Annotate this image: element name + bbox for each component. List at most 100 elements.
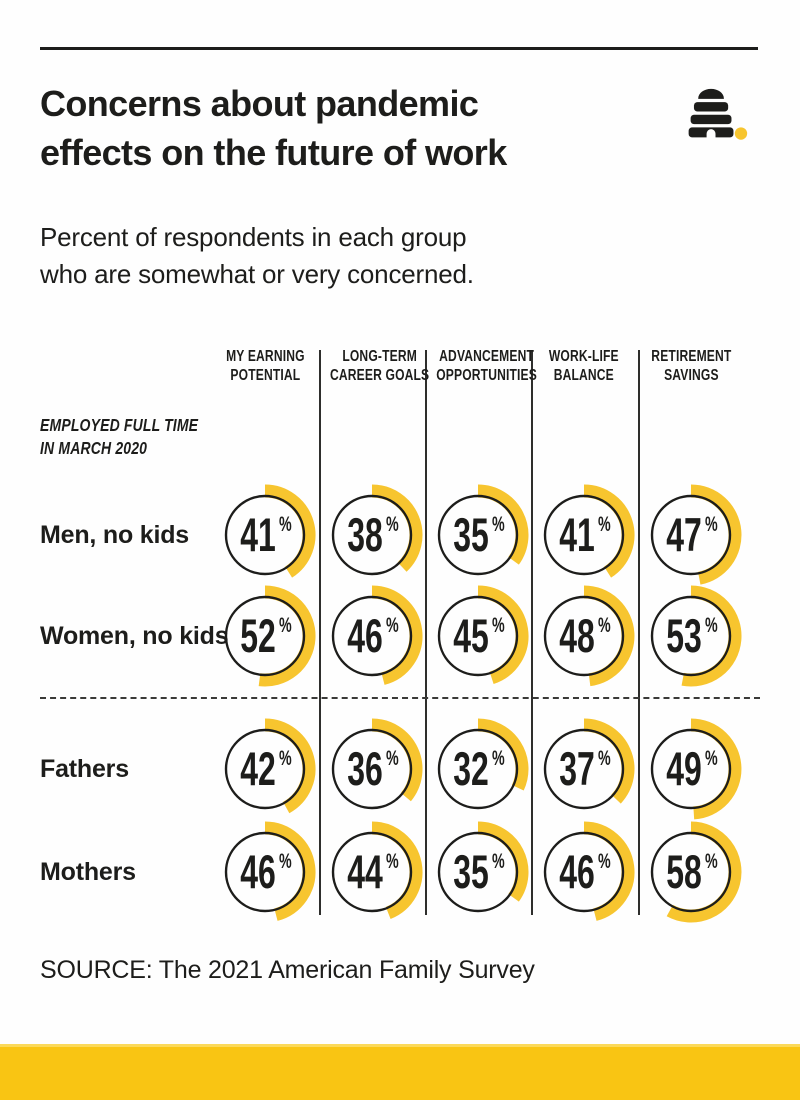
chart-subtitle-line2: who are somewhat or very concerned.	[40, 258, 474, 289]
donut-value: 36	[347, 743, 383, 796]
donut-value: 46	[240, 846, 276, 899]
donut-value: 44	[347, 846, 383, 899]
row-label: Women, no kids	[40, 622, 229, 650]
donut-arc	[477, 585, 529, 685]
donut-ring	[331, 494, 413, 576]
donut-value: 47	[666, 509, 702, 562]
donut-ring	[543, 831, 625, 913]
donut-value: 37	[559, 743, 595, 796]
donut-percent-sign: %	[386, 613, 399, 636]
donut-percent-sign: %	[598, 613, 611, 636]
donut-cell: 46%	[543, 821, 635, 921]
donut-ring	[543, 595, 625, 677]
donut-percent-sign: %	[279, 613, 292, 636]
donut-percent-sign: %	[598, 849, 611, 872]
donut-arc	[264, 484, 316, 578]
donut-arc	[371, 585, 423, 685]
donut-cell: 37%	[543, 718, 635, 810]
donut-arc	[371, 484, 423, 572]
page-title-line2: effects on the future of work	[40, 131, 507, 173]
donut-arc	[666, 821, 742, 923]
column-header-line: RETIREMENT	[650, 348, 732, 365]
donut-cell: 45%	[437, 585, 529, 685]
column-header-line: CAREER GOALS	[330, 366, 430, 384]
donut-value: 53	[666, 610, 702, 663]
donut-percent-sign: %	[386, 746, 399, 769]
donut-arc	[264, 718, 316, 814]
donut-value: 41	[559, 509, 595, 562]
donut-ring	[437, 494, 519, 576]
donut-cell: 48%	[543, 585, 635, 687]
page-title-line1: Concerns about pandemic	[40, 83, 479, 124]
column-header: WORK-LIFE BALANCE	[528, 348, 640, 386]
donut-cell: 42%	[224, 718, 316, 814]
beehive-band-4-with-door	[688, 127, 734, 138]
column-header: ADVANCEMENT OPPORTUNITIES	[422, 348, 537, 386]
donut-cell: 44%	[331, 821, 423, 919]
donut-ring	[331, 831, 413, 913]
group-divider-dashed	[40, 697, 760, 699]
top-rule	[40, 47, 758, 50]
donut-value: 58	[666, 846, 702, 899]
donut-value: 35	[453, 846, 489, 899]
column-header: RETIREMENT SAVINGS	[635, 348, 747, 386]
donut-percent-sign: %	[386, 849, 399, 872]
column-header-line: POTENTIAL	[230, 366, 300, 384]
donut-percent-sign: %	[279, 512, 292, 535]
column-header-line: SAVINGS	[663, 366, 719, 384]
column-separator-2	[425, 350, 427, 915]
column-header-line: MY EARNING	[225, 348, 305, 365]
donut-value: 49	[666, 743, 702, 796]
group-note: EMPLOYED FULL TIME IN MARCH 2020	[40, 414, 238, 460]
donut-cell: 46%	[224, 821, 316, 921]
donut-arc	[690, 718, 742, 820]
column-header-line: BALANCE	[553, 366, 615, 384]
beehive-logo-icon	[688, 88, 748, 140]
donut-ring	[437, 831, 519, 913]
donut-percent-sign: %	[705, 613, 718, 636]
donut-arc	[583, 585, 635, 687]
bottom-accent-bar	[0, 1044, 800, 1100]
donut-ring	[650, 728, 732, 810]
source-line: SOURCE: The 2021 American Family Survey	[40, 956, 535, 984]
donut-ring	[650, 595, 732, 677]
donut-arc	[258, 585, 316, 687]
beehive-band-2	[693, 102, 729, 112]
column-header: LONG-TERM CAREER GOALS	[316, 348, 430, 386]
logo-yellow-dot	[734, 127, 748, 140]
donut-ring	[543, 494, 625, 576]
donut-ring	[224, 831, 306, 913]
donut-cell: 35%	[437, 484, 529, 576]
donut-value: 45	[453, 610, 489, 663]
donut-cell: 46%	[331, 585, 423, 685]
donut-cell: 41%	[224, 484, 316, 578]
donut-arc	[681, 585, 742, 687]
donut-percent-sign: %	[705, 849, 718, 872]
donut-ring	[224, 595, 306, 677]
column-header: MY EARNING POTENTIAL	[209, 348, 321, 386]
row-label: Mothers	[40, 858, 136, 886]
column-separator-4	[638, 350, 640, 915]
donut-arc	[690, 484, 742, 585]
column-header-line: ADVANCEMENT	[439, 348, 535, 365]
donut-cell: 35%	[437, 821, 529, 913]
donut-cell: 58%	[650, 821, 742, 923]
donut-value: 48	[559, 610, 595, 663]
donut-percent-sign: %	[705, 512, 718, 535]
donut-percent-sign: %	[492, 849, 505, 872]
donut-arc	[477, 718, 529, 791]
donut-value: 41	[240, 509, 276, 562]
donut-cell: 32%	[437, 718, 529, 810]
donut-percent-sign: %	[492, 746, 505, 769]
donut-value: 42	[240, 743, 276, 796]
beehive-dome	[698, 88, 724, 99]
beehive-band-3	[690, 114, 732, 125]
donut-value: 32	[453, 743, 489, 796]
donut-ring	[331, 595, 413, 677]
donut-percent-sign: %	[492, 613, 505, 636]
donut-ring	[224, 728, 306, 810]
concern-donut-grid: EMPLOYED FULL TIME IN MARCH 2020 MY EARN…	[40, 348, 760, 923]
donut-ring	[650, 494, 732, 576]
donut-percent-sign: %	[598, 746, 611, 769]
